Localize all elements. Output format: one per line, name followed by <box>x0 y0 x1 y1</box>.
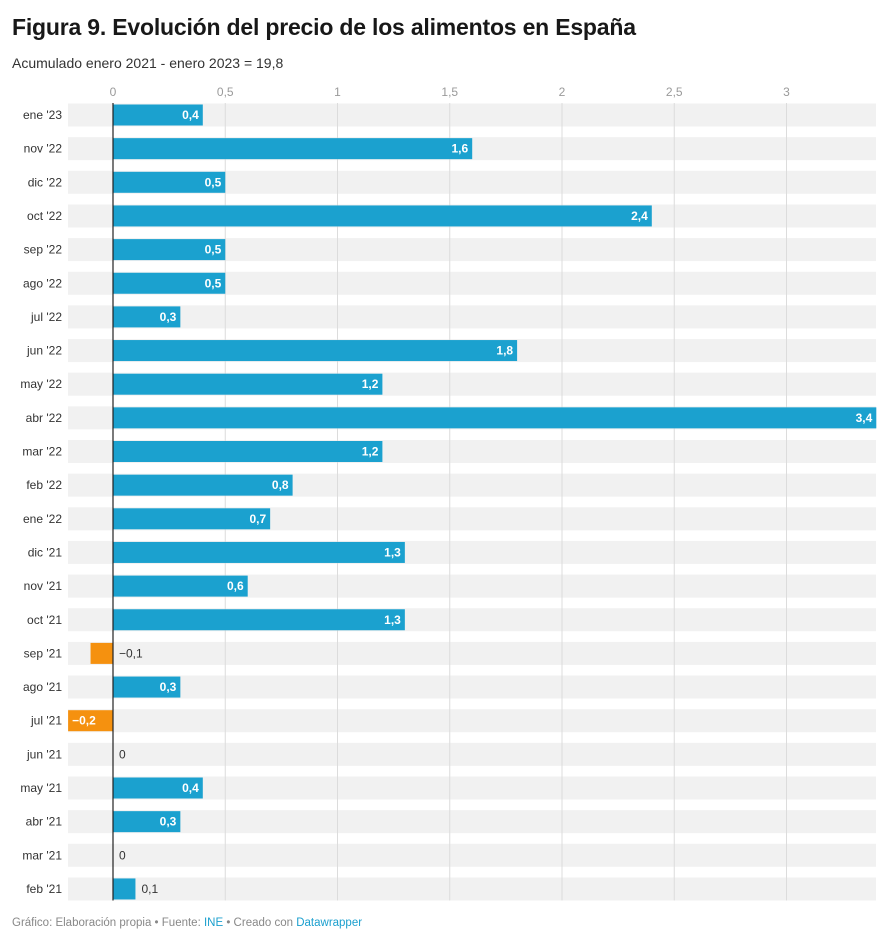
category-label: may '21 <box>20 781 62 795</box>
category-label: abr '22 <box>26 411 63 425</box>
value-label: 0,5 <box>205 175 222 189</box>
bar <box>113 239 226 261</box>
value-label: 0,6 <box>227 579 244 593</box>
bar <box>113 676 181 698</box>
category-label: ago '21 <box>23 680 62 694</box>
value-label: 3,4 <box>856 411 873 425</box>
category-label: mar '22 <box>22 445 62 459</box>
row-background <box>68 877 876 901</box>
category-label: nov '22 <box>24 142 63 156</box>
bar <box>113 575 248 597</box>
footer-middle: • Creado con <box>223 917 297 929</box>
value-label: 1,3 <box>384 613 401 627</box>
category-label: ene '23 <box>23 108 62 122</box>
x-tick-label: 1,5 <box>441 85 458 99</box>
value-label: 0 <box>119 848 126 862</box>
value-label: 0,3 <box>160 815 177 829</box>
category-label: ago '22 <box>23 276 62 290</box>
row-background <box>68 843 876 867</box>
bar <box>113 272 226 294</box>
bar <box>113 340 518 362</box>
x-tick-label: 2,5 <box>666 85 683 99</box>
value-label: 0,3 <box>160 310 177 324</box>
category-label: jun '21 <box>26 747 62 761</box>
bar <box>113 407 877 429</box>
x-tick-label: 0,5 <box>217 85 234 99</box>
x-tick-label: 1 <box>334 85 341 99</box>
value-label: 0,4 <box>182 108 199 122</box>
row-background <box>68 709 876 733</box>
value-label: 1,8 <box>496 344 513 358</box>
category-label: sep '21 <box>24 646 63 660</box>
value-label: 2,4 <box>631 209 648 223</box>
value-label: 0,5 <box>205 243 222 257</box>
category-label: abr '21 <box>26 815 63 829</box>
value-label: 1,6 <box>452 142 469 156</box>
category-label: jul '22 <box>30 310 62 324</box>
category-label: dic '22 <box>28 175 63 189</box>
bar <box>113 474 293 496</box>
bar <box>90 642 113 664</box>
value-label: 1,3 <box>384 545 401 559</box>
bar <box>113 306 181 328</box>
x-tick-label: 2 <box>559 85 566 99</box>
bar <box>113 878 136 900</box>
x-tick-label: 3 <box>783 85 790 99</box>
bar <box>113 609 405 631</box>
bar <box>68 710 113 732</box>
row-background <box>68 742 876 766</box>
bar <box>113 441 383 462</box>
chart-title: Figura 9. Evolución del precio de los al… <box>12 14 636 40</box>
category-label: nov '21 <box>24 579 63 593</box>
row-background <box>68 810 876 834</box>
footer-credit: Gráfico: Elaboración propia • Fuente: <box>12 917 204 929</box>
row-background <box>68 675 876 699</box>
chart-footer: Gráfico: Elaboración propia • Fuente: IN… <box>12 917 362 929</box>
value-label: 1,2 <box>362 445 379 459</box>
category-label: dic '21 <box>28 545 63 559</box>
value-label: −0,2 <box>72 714 96 728</box>
value-label: 0 <box>119 747 126 761</box>
category-label: may '22 <box>20 377 62 391</box>
value-label: 0,1 <box>141 882 158 896</box>
x-tick-label: 0 <box>110 85 117 99</box>
bar <box>113 104 203 126</box>
category-label: jun '22 <box>26 344 62 358</box>
category-label: oct '22 <box>27 209 62 223</box>
bar <box>113 508 271 530</box>
bar <box>113 541 405 563</box>
value-label: −0,1 <box>119 646 143 660</box>
bar <box>113 171 226 193</box>
category-label: feb '21 <box>26 882 62 896</box>
category-label: feb '22 <box>26 478 62 492</box>
category-label: jul '21 <box>30 714 62 728</box>
bar <box>113 373 383 395</box>
value-label: 0,7 <box>249 512 266 526</box>
chart-subtitle: Acumulado enero 2021 - enero 2023 = 19,8 <box>12 55 284 71</box>
category-label: ene '22 <box>23 512 62 526</box>
category-label: mar '21 <box>22 848 62 862</box>
category-label: sep '22 <box>24 243 63 257</box>
bar <box>113 205 652 227</box>
value-label: 0,8 <box>272 478 289 492</box>
value-label: 0,3 <box>160 680 177 694</box>
value-label: 0,5 <box>205 276 222 290</box>
bar <box>113 777 203 799</box>
value-label: 0,4 <box>182 781 199 795</box>
row-background <box>68 641 876 665</box>
datawrapper-link[interactable]: Datawrapper <box>296 917 363 929</box>
bar <box>113 811 181 833</box>
value-label: 1,2 <box>362 377 379 391</box>
source-link[interactable]: INE <box>203 917 224 929</box>
row-background <box>68 305 876 329</box>
category-label: oct '21 <box>27 613 62 627</box>
bar <box>113 138 473 160</box>
